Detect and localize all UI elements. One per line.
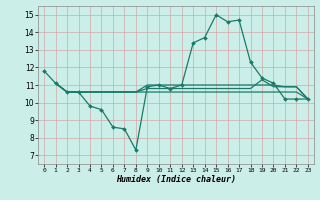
X-axis label: Humidex (Indice chaleur): Humidex (Indice chaleur) [116, 175, 236, 184]
